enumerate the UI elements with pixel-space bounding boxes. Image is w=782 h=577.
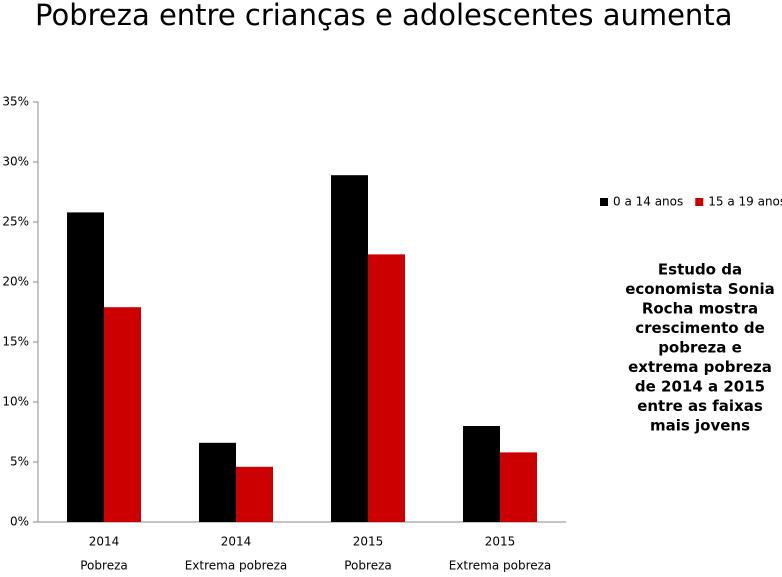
annotation: extrema pobreza [628,358,772,376]
y-tick-label: 0% [10,515,29,529]
y-tick-label: 25% [2,215,29,229]
x-tick-label: Extrema pobreza [449,559,552,573]
bar [500,452,537,522]
bar [331,175,368,522]
bar [463,426,500,522]
y-tick-label: 35% [2,95,29,109]
y-tick-label: 30% [2,155,29,169]
annotation: economista Sonia [625,280,775,298]
annotation: de 2014 a 2015 [635,378,765,396]
annotation: Estudo da [658,261,742,279]
bar [199,442,236,522]
bar [67,212,104,522]
x-tick-label: 2015 [485,535,516,549]
annotation: Rocha mostra [642,300,758,318]
annotation: entre as faixas [637,397,763,415]
y-tick-label: 10% [2,395,29,409]
legend-swatch [695,198,704,206]
chart-title: Pobreza entre crianças e adolescentes au… [35,0,732,32]
x-tick-label: 2014 [221,535,252,549]
y-tick-label: 20% [2,275,29,289]
legend-label: 15 a 19 anos [708,195,782,209]
x-tick-label: 2014 [89,535,120,549]
annotation: crescimento de [635,319,765,337]
y-tick-label: 15% [2,335,29,349]
x-tick-label: Extrema pobreza [185,559,288,573]
annotation: pobreza e [658,339,742,357]
x-tick-label: Pobreza [80,559,127,573]
x-tick-label: 2015 [353,535,384,549]
annotation: mais jovens [650,417,750,435]
x-tick-label: Pobreza [344,559,391,573]
legend-label: 0 a 14 anos [613,195,683,209]
bar [236,466,273,522]
bar [368,254,405,522]
legend-swatch [600,198,608,206]
y-tick-label: 5% [10,455,29,469]
bar [104,307,141,522]
